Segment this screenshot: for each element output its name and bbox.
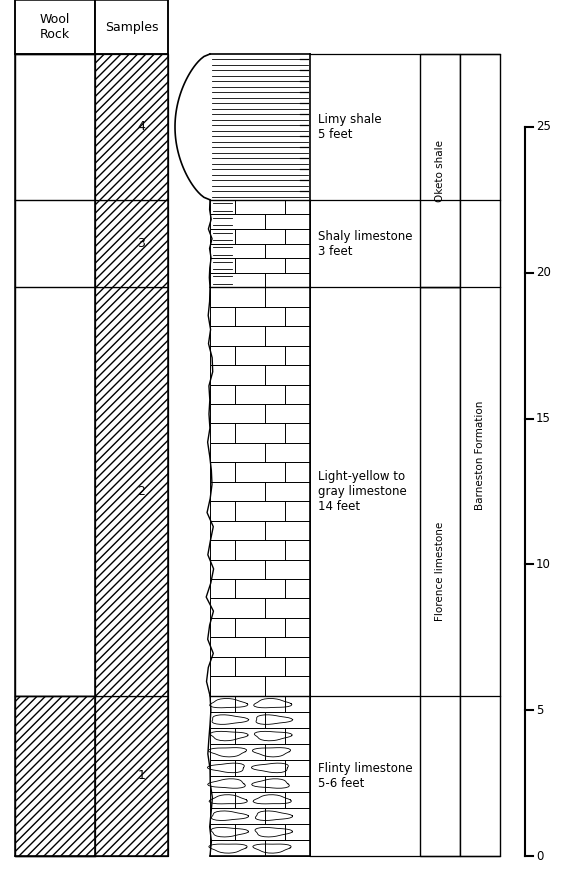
- Bar: [210, 326, 310, 346]
- Text: Oketo shale: Oketo shale: [435, 139, 445, 202]
- Text: Florence limestone: Florence limestone: [435, 522, 445, 621]
- Bar: [210, 287, 310, 307]
- Text: 0: 0: [536, 849, 543, 863]
- Bar: [420, 287, 460, 856]
- Bar: [210, 258, 310, 273]
- Bar: [210, 365, 310, 384]
- Bar: [210, 598, 310, 618]
- Text: 3: 3: [138, 237, 145, 250]
- Bar: [15, 54, 95, 696]
- Bar: [95, 200, 168, 287]
- Bar: [210, 728, 310, 744]
- Bar: [210, 792, 310, 808]
- Bar: [210, 744, 310, 760]
- Bar: [210, 540, 310, 560]
- Text: 4: 4: [138, 121, 145, 133]
- Text: Shaly limestone
3 feet: Shaly limestone 3 feet: [318, 230, 413, 257]
- Bar: [210, 776, 310, 792]
- Bar: [210, 443, 310, 462]
- Bar: [210, 384, 310, 404]
- Text: Samples: Samples: [105, 21, 158, 33]
- Bar: [210, 215, 310, 229]
- Text: Light-yellow to
gray limestone
14 feet: Light-yellow to gray limestone 14 feet: [318, 470, 407, 513]
- Text: Barneston Formation: Barneston Formation: [475, 401, 485, 510]
- Bar: [210, 657, 310, 676]
- Bar: [210, 200, 310, 215]
- Bar: [210, 637, 310, 657]
- Bar: [95, 54, 168, 200]
- Text: 5: 5: [536, 704, 543, 717]
- Bar: [210, 579, 310, 598]
- Bar: [210, 346, 310, 365]
- Text: Flinty limestone
5-6 feet: Flinty limestone 5-6 feet: [318, 762, 413, 789]
- Text: 15: 15: [536, 412, 551, 425]
- Bar: [420, 54, 460, 287]
- Bar: [210, 696, 310, 712]
- Bar: [210, 307, 310, 326]
- Bar: [210, 808, 310, 824]
- Text: 10: 10: [536, 558, 551, 571]
- Text: 1: 1: [138, 770, 145, 782]
- Text: 20: 20: [536, 266, 551, 279]
- Bar: [95, 696, 168, 856]
- Bar: [210, 243, 310, 258]
- Bar: [210, 404, 310, 424]
- Bar: [15, 696, 95, 856]
- Text: Limy shale
5 feet: Limy shale 5 feet: [318, 113, 382, 141]
- Bar: [210, 520, 310, 540]
- Bar: [210, 424, 310, 443]
- Text: 25: 25: [536, 121, 551, 133]
- Bar: [210, 824, 310, 840]
- Bar: [95, 287, 168, 696]
- Bar: [15, 0, 95, 54]
- Bar: [210, 760, 310, 776]
- Bar: [210, 462, 310, 482]
- Bar: [210, 618, 310, 637]
- Bar: [210, 840, 310, 856]
- Bar: [210, 482, 310, 502]
- Bar: [210, 502, 310, 520]
- Polygon shape: [175, 54, 210, 200]
- Bar: [95, 0, 168, 54]
- Bar: [210, 273, 310, 287]
- Bar: [460, 54, 500, 856]
- Bar: [210, 676, 310, 696]
- Bar: [210, 229, 310, 243]
- Text: Wool
Rock: Wool Rock: [40, 13, 70, 41]
- Bar: [210, 560, 310, 579]
- Text: 2: 2: [138, 485, 145, 498]
- Bar: [210, 712, 310, 728]
